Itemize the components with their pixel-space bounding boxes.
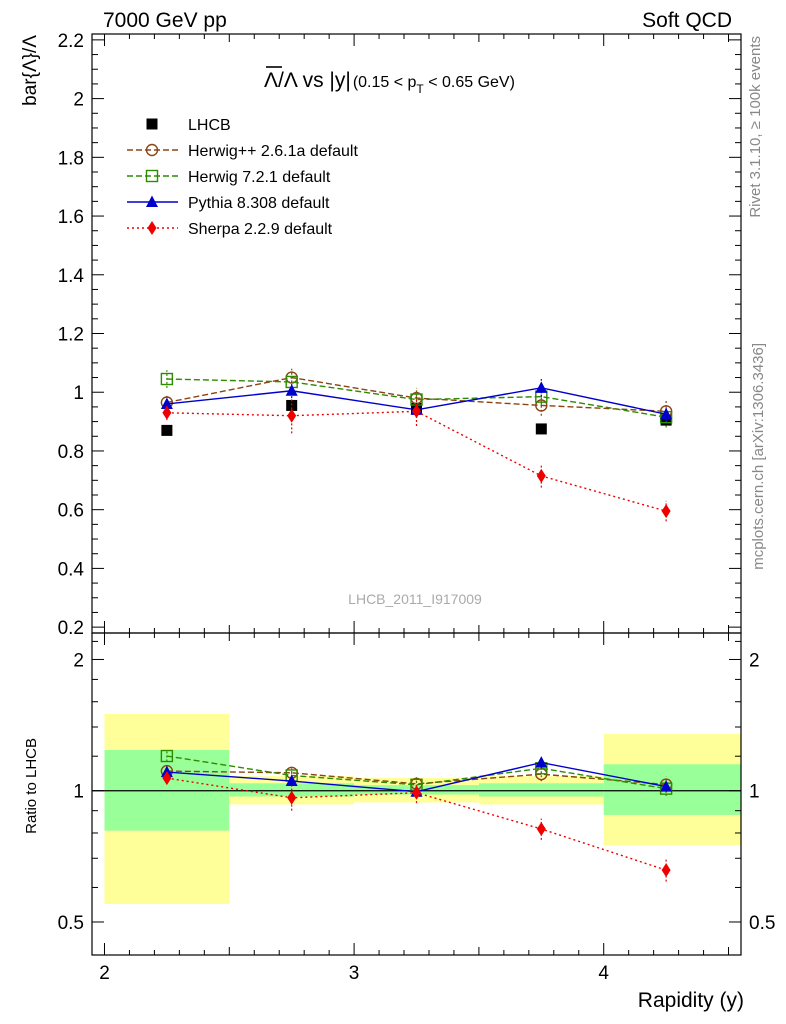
x-tick-label: 3 (349, 963, 360, 984)
y-tick-label: 2.2 (58, 31, 84, 52)
data-point (412, 404, 421, 419)
y-tick-label: 0.8 (58, 442, 84, 463)
y-tick-label: 0.2 (58, 618, 84, 639)
ratio-tick-label-right: 0.5 (749, 913, 775, 934)
data-point (661, 504, 671, 519)
svg-text:Λ/Λ vs |y|(0.15 < pT < 0.65 Ge: Λ/Λ vs |y| (0.15 < pT < 0.65 GeV) (264, 69, 515, 96)
data-point (160, 397, 173, 409)
ratio-bands (104, 713, 741, 904)
series-line-2 (166, 378, 667, 418)
ratio-band-inner-3 (478, 783, 604, 797)
data-point (660, 407, 673, 420)
ratio-line-1 (166, 770, 667, 786)
ratio-axis-label: Ratio to LHCB (23, 738, 40, 834)
data-point (162, 405, 172, 420)
legend-label: Pythia 8.308 default (188, 195, 330, 212)
x-axis-label: Rapidity (y) (638, 989, 744, 1012)
legend-label: Sherpa 2.2.9 default (188, 221, 333, 238)
ratio-point (160, 749, 174, 763)
y-tick-label: 1 (73, 383, 84, 404)
y-tick-label: 1.8 (58, 148, 84, 169)
ratio-point (287, 790, 297, 805)
y-tick-label: 0.4 (58, 559, 85, 580)
legend-label: Herwig++ 2.6.1a default (188, 143, 358, 160)
ratio-line-2 (166, 755, 667, 790)
data-point (285, 384, 298, 396)
ratio-tick-label: 0.5 (58, 913, 84, 934)
ratio-point (162, 771, 172, 786)
y-axis-label: bar{Λ}/Λ (20, 35, 41, 106)
legend-label: Herwig 7.2.1 default (188, 169, 331, 186)
data-point (536, 468, 546, 483)
ratio-band-inner-4 (603, 764, 741, 815)
axes-ticks: 0.2 0.4 0.6 0.8 1 1.2 1.4 1.6 1.8 2 2.2 0.5 0.5 1 1 2 2 2… (58, 31, 776, 984)
y-tick-label: 1.6 (58, 207, 84, 228)
legend-marker (147, 221, 157, 235)
ratio-frame (91, 632, 742, 956)
data-point (535, 381, 548, 393)
legend-marker (146, 118, 158, 130)
ratio-point (536, 821, 546, 836)
data-point (160, 372, 174, 386)
x-tick-label: 2 (99, 963, 110, 984)
y-tick-label: 1.2 (58, 325, 84, 346)
series-line-4 (166, 410, 667, 512)
ratio-tick-label: 2 (73, 650, 84, 671)
header-right: Soft QCD (642, 9, 732, 32)
legend: LHCB Herwig++ 2.6.1a default Herwig 7.2.1 … (127, 117, 358, 238)
ratio-tick-label-right: 2 (749, 650, 760, 671)
y-tick-label: 2 (73, 90, 84, 111)
legend-label: LHCB (188, 117, 231, 134)
chart-title: Λ/Λ vs |y| (0.15 < pT < 0.65 GeV) (264, 66, 515, 96)
rivet-label: Rivet 3.1.10, ≥ 100k events (747, 36, 764, 218)
title-main: Λ/Λ vs |y| (264, 69, 351, 92)
data-point (287, 408, 297, 423)
y-tick-label: 1.4 (58, 266, 85, 287)
y-tick-label: 0.6 (58, 501, 84, 522)
data-point (286, 399, 298, 411)
ratio-point (660, 780, 673, 792)
x-tick-label: 4 (598, 963, 609, 984)
watermark: LHCB_2011_I917009 (348, 591, 482, 607)
ratio-point (661, 863, 671, 878)
title-cut-sub: T (416, 82, 424, 96)
title-cut: (0.15 < p (353, 74, 417, 91)
data-point (161, 424, 173, 436)
title-cut-end: < 0.65 GeV) (424, 74, 515, 91)
series-line-1 (166, 376, 667, 413)
legend-marker (145, 143, 159, 157)
header-left: 7000 GeV pp (103, 9, 227, 32)
ratio-tick-label: 1 (73, 782, 84, 803)
ratio-point (285, 774, 298, 787)
ratio-point (412, 785, 421, 800)
main-series (160, 368, 673, 522)
url-label: mcplots.cern.ch [arXiv:1306.3436] (750, 343, 767, 570)
ratio-tick-label-right: 1 (749, 782, 760, 803)
legend-marker (145, 169, 159, 183)
ratio-point (535, 756, 548, 768)
ratio-series (160, 749, 673, 882)
legend-marker (146, 195, 158, 207)
data-point (535, 423, 547, 435)
